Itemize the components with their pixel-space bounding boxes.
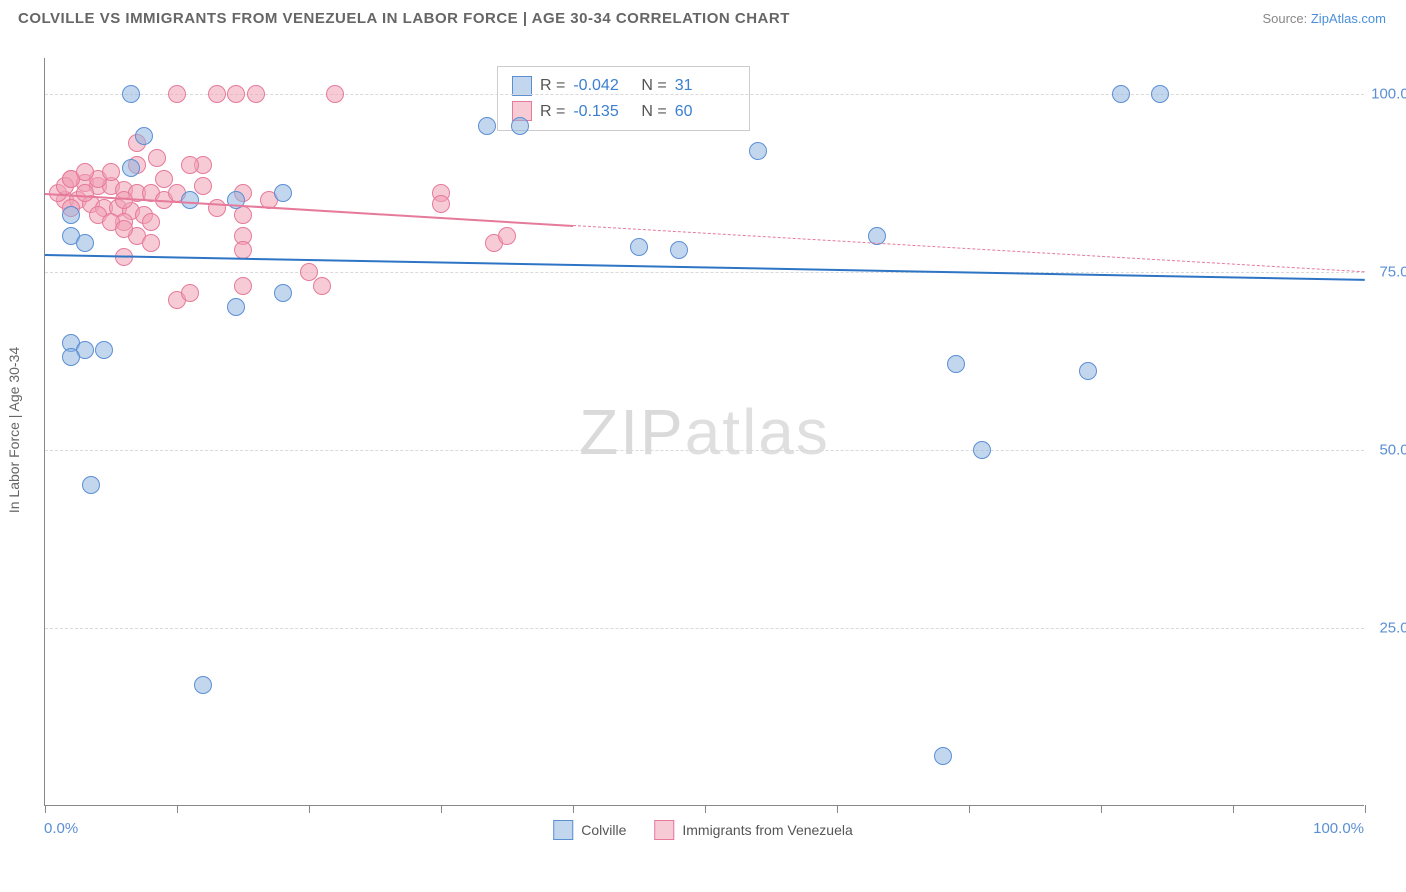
scatter-point [947, 355, 965, 373]
scatter-point [478, 117, 496, 135]
scatter-point [511, 117, 529, 135]
x-tick [1233, 805, 1234, 813]
scatter-point [181, 156, 199, 174]
scatter-point [1112, 85, 1130, 103]
scatter-point [208, 85, 226, 103]
gridline [45, 272, 1364, 273]
scatter-point [115, 220, 133, 238]
x-tick [705, 805, 706, 813]
scatter-point [300, 263, 318, 281]
scatter-point [630, 238, 648, 256]
x-axis-max-label: 100.0% [1313, 820, 1364, 837]
x-tick [441, 805, 442, 813]
y-tick-label: 75.0% [1379, 263, 1406, 280]
stats-row-blue: R = -0.042 N = 31 [512, 73, 735, 99]
scatter-point [208, 199, 226, 217]
scatter-point [194, 676, 212, 694]
scatter-point [62, 206, 80, 224]
scatter-point [181, 284, 199, 302]
x-axis-min-label: 0.0% [44, 820, 78, 837]
r-label: R = [540, 99, 565, 125]
scatter-point [227, 85, 245, 103]
scatter-point [62, 348, 80, 366]
scatter-point [194, 177, 212, 195]
stats-row-pink: R = -0.135 N = 60 [512, 99, 735, 125]
y-tick-label: 100.0% [1371, 85, 1406, 102]
correlation-stats-box: R = -0.042 N = 31 R = -0.135 N = 60 [497, 66, 750, 131]
scatter-point [135, 127, 153, 145]
r-value-blue: -0.042 [573, 73, 633, 99]
chart-plot-area: ZIPatlas R = -0.042 N = 31 R = -0.135 N … [44, 58, 1364, 806]
gridline [45, 628, 1364, 629]
scatter-point [274, 184, 292, 202]
scatter-point [115, 191, 133, 209]
scatter-point [313, 277, 331, 295]
scatter-point [76, 163, 94, 181]
scatter-point [1079, 362, 1097, 380]
x-tick [1365, 805, 1366, 813]
scatter-point [934, 747, 952, 765]
watermark-thin: atlas [685, 396, 830, 468]
scatter-point [82, 476, 100, 494]
chart-title: COLVILLE VS IMMIGRANTS FROM VENEZUELA IN… [18, 10, 790, 27]
scatter-point [102, 163, 120, 181]
n-label: N = [641, 73, 666, 99]
scatter-point [1151, 85, 1169, 103]
watermark: ZIPatlas [579, 395, 830, 469]
scatter-point [122, 85, 140, 103]
series-legend: Colville Immigrants from Venezuela [553, 820, 853, 840]
x-tick [1101, 805, 1102, 813]
scatter-point [432, 195, 450, 213]
y-tick-label: 25.0% [1379, 619, 1406, 636]
scatter-point [749, 142, 767, 160]
scatter-point [234, 277, 252, 295]
x-tick [969, 805, 970, 813]
n-label: N = [641, 99, 666, 125]
x-tick [573, 805, 574, 813]
r-value-pink: -0.135 [573, 99, 633, 125]
scatter-point [973, 441, 991, 459]
scatter-point [326, 85, 344, 103]
legend-item-blue: Colville [553, 820, 626, 840]
gridline [45, 450, 1364, 451]
scatter-point [95, 341, 113, 359]
legend-label-pink: Immigrants from Venezuela [682, 822, 852, 838]
n-value-blue: 31 [675, 73, 735, 99]
source-link[interactable]: ZipAtlas.com [1311, 11, 1386, 26]
scatter-point [227, 298, 245, 316]
scatter-point [498, 227, 516, 245]
y-axis-title: In Labor Force | Age 30-34 [6, 347, 22, 513]
source-prefix: Source: [1262, 11, 1310, 26]
legend-item-pink: Immigrants from Venezuela [654, 820, 852, 840]
scatter-point [76, 234, 94, 252]
scatter-point [670, 241, 688, 259]
swatch-blue [553, 820, 573, 840]
scatter-point [76, 184, 94, 202]
scatter-point [274, 284, 292, 302]
x-tick [177, 805, 178, 813]
n-value-pink: 60 [675, 99, 735, 125]
scatter-point [247, 85, 265, 103]
scatter-point [168, 85, 186, 103]
x-tick [309, 805, 310, 813]
legend-label-blue: Colville [581, 822, 626, 838]
swatch-pink [654, 820, 674, 840]
watermark-bold: ZIP [579, 396, 685, 468]
scatter-point [142, 234, 160, 252]
scatter-point [148, 149, 166, 167]
scatter-point [155, 170, 173, 188]
scatter-point [142, 213, 160, 231]
r-label: R = [540, 73, 565, 99]
x-tick [837, 805, 838, 813]
y-tick-label: 50.0% [1379, 441, 1406, 458]
source-label: Source: ZipAtlas.com [1262, 11, 1386, 26]
scatter-point [122, 159, 140, 177]
x-tick [45, 805, 46, 813]
